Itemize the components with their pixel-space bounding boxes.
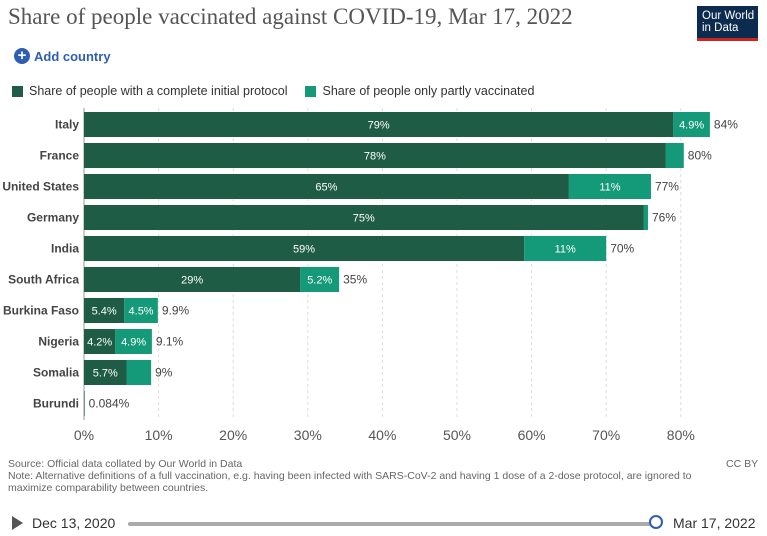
category-label: France (40, 149, 80, 163)
x-tick-label: 10% (145, 427, 173, 443)
bar-partial-label: 11% (555, 244, 576, 256)
bar-complete (84, 360, 127, 385)
bar-partial (524, 236, 607, 261)
bar-complete-label: 4.2% (87, 337, 112, 349)
bar-complete (84, 205, 644, 230)
bar-complete-label: 5.7% (93, 368, 118, 380)
add-country-label: Add country (34, 48, 111, 64)
bar-total-label: 35% (343, 273, 367, 287)
note-text: Note: Alternative definitions of a full … (8, 470, 692, 494)
bar-complete-label: 75% (353, 213, 375, 225)
bar-partial (126, 360, 152, 385)
category-label: Italy (55, 118, 79, 132)
category-label: United States (2, 180, 79, 194)
bar-total-label: 76% (652, 211, 676, 225)
bar-complete (84, 112, 674, 137)
bar-partial (673, 112, 710, 137)
x-tick-label: 20% (219, 427, 247, 443)
timeline-track-fill (128, 522, 658, 526)
bar-complete (84, 329, 116, 354)
timeline-track[interactable] (128, 522, 658, 526)
bar-partial-label: 5.2% (307, 275, 332, 287)
bar-partial (643, 205, 648, 230)
x-tick-label: 0% (74, 427, 94, 443)
bar-partial-label: 4.9% (121, 337, 146, 349)
plus-circle-icon: + (14, 48, 30, 64)
bar-complete (84, 391, 85, 416)
category-label: Burkina Faso (3, 304, 79, 318)
bar-complete-label: 78% (364, 151, 386, 163)
bar-total-label: 9.9% (162, 304, 190, 318)
category-label: Germany (27, 211, 79, 225)
legend: Share of people with a complete initial … (12, 84, 552, 98)
category-label: India (51, 242, 79, 256)
bar-partial-label: 4.5% (129, 306, 154, 318)
logo-line-2: in Data (702, 22, 739, 34)
bar-partial-label: 4.9% (679, 120, 704, 132)
timeline-handle[interactable] (649, 515, 663, 529)
bar-total-label: 70% (610, 242, 634, 256)
legend-item-complete[interactable]: Share of people with a complete initial … (12, 84, 287, 98)
bar-partial-label: 11% (599, 182, 620, 194)
bar-chart: 0% 10% 20% 30% 40% 50% 60% 70% 80% Italy 79% 4.9% 84… (2, 108, 738, 443)
footer-notes: Source: Official data collated by Our Wo… (8, 458, 708, 494)
bar-complete (84, 143, 666, 168)
bar-complete-label: 29% (181, 275, 203, 287)
category-label: South Africa (8, 273, 79, 287)
category-label: Burundi (33, 397, 79, 411)
category-label: Somalia (33, 366, 79, 380)
x-tick-label: 60% (518, 427, 546, 443)
owid-logo[interactable]: Our World in Data (697, 6, 758, 41)
bar-total-label: 9.1% (156, 335, 184, 349)
category-label: Nigeria (38, 335, 79, 349)
play-icon[interactable] (12, 516, 23, 530)
bar-partial (300, 267, 340, 292)
timeline: Dec 13, 2020 Mar 17, 2022 (0, 510, 767, 536)
bar-complete (84, 174, 569, 199)
legend-swatch-complete (12, 85, 23, 97)
chart-title: Share of people vaccinated against COVID… (8, 4, 573, 29)
bar-partial (568, 174, 651, 199)
x-tick-label: 70% (592, 427, 620, 443)
bar-complete (84, 236, 525, 261)
timeline-end-date[interactable]: Mar 17, 2022 (673, 515, 756, 531)
bar-complete-label: 5.4% (92, 306, 117, 318)
bar-partial (115, 329, 152, 354)
bar-complete-label: 79% (368, 120, 390, 132)
x-tick-label: 30% (294, 427, 322, 443)
bar-partial (124, 298, 158, 323)
license-link[interactable]: CC BY (726, 458, 759, 470)
bar-total-label: 0.084% (89, 397, 130, 411)
timeline-start-date[interactable]: Dec 13, 2020 (32, 515, 116, 531)
bar-partial (665, 143, 684, 168)
bar-total-label: 80% (688, 149, 712, 163)
bar-total-label: 77% (655, 180, 679, 194)
bar-complete (84, 298, 125, 323)
source-text: Source: Official data collated by Our Wo… (8, 458, 243, 470)
legend-item-partial[interactable]: Share of people only partly vaccinated (305, 84, 534, 98)
bar-total-label: 84% (714, 118, 738, 132)
legend-swatch-partial (305, 85, 317, 97)
bar-complete (84, 267, 301, 292)
legend-label-partial: Share of people only partly vaccinated (322, 84, 535, 98)
x-tick-label: 80% (667, 427, 695, 443)
x-tick-label: 50% (443, 427, 471, 443)
legend-label-complete: Share of people with a complete initial … (29, 84, 288, 98)
add-country-button[interactable]: + Add country (14, 48, 111, 64)
bar-complete-label: 59% (293, 244, 315, 256)
logo-line-1: Our World (702, 10, 755, 22)
bar-total-label: 9% (155, 366, 173, 380)
bar-complete-label: 65% (315, 182, 337, 194)
x-tick-label: 40% (368, 427, 396, 443)
